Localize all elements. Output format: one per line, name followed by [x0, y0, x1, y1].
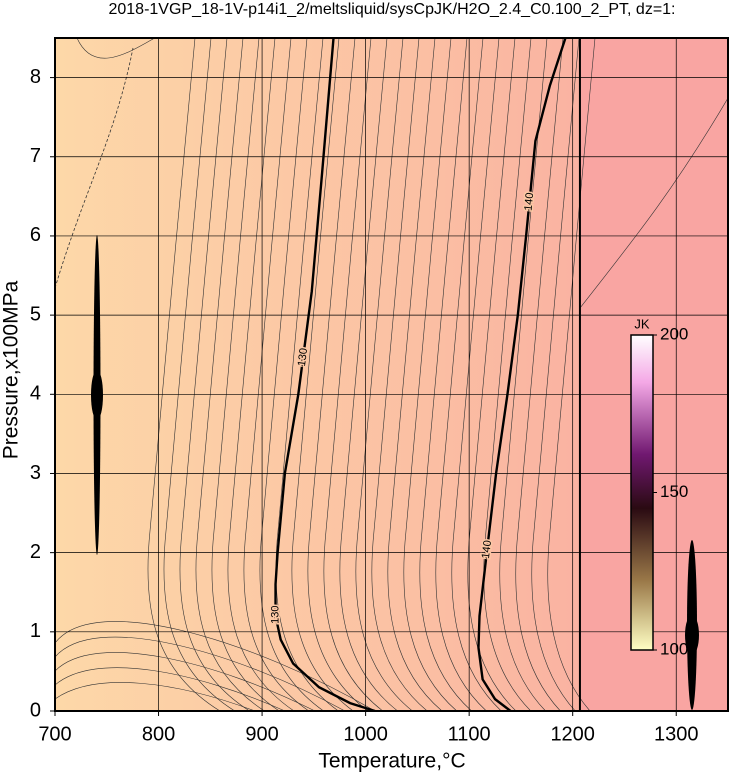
y-tick-label: 0 — [30, 699, 41, 721]
y-tick-label: 2 — [30, 541, 41, 563]
contour-line-thin — [403, 38, 457, 711]
contour-line-thin — [371, 38, 428, 711]
contour-line-thin — [339, 38, 398, 711]
contour-line-thin — [435, 38, 487, 711]
contour-line — [274, 38, 376, 711]
contour-line-thin — [55, 621, 376, 711]
contour-line-thin — [163, 38, 235, 711]
contour-line-thin — [275, 38, 339, 711]
x-tick-label: 1200 — [550, 723, 595, 745]
contour-label: 130 — [296, 347, 310, 367]
x-tick-label: 900 — [245, 723, 278, 745]
y-tick-label: 8 — [30, 66, 41, 88]
contour-line — [477, 38, 567, 711]
x-tick-label: 1000 — [343, 723, 388, 745]
y-tick-label: 7 — [30, 145, 41, 167]
contour-line-thin — [211, 38, 280, 711]
x-tick-label: 1300 — [654, 723, 699, 745]
colorbar-label: JK — [634, 316, 650, 331]
contour-line-thin — [307, 38, 369, 711]
contour-line-thin — [179, 38, 250, 711]
contour-label: 140 — [522, 192, 536, 211]
y-tick-label: 6 — [30, 224, 41, 246]
contour-line-thin — [243, 38, 309, 711]
contour-line-thin — [195, 38, 265, 711]
y-tick-label: 5 — [30, 303, 41, 325]
contour-line-thin — [355, 38, 413, 711]
contour-line-thin — [531, 38, 580, 711]
contour-line-thin — [147, 38, 221, 711]
marker-cluster — [685, 615, 699, 655]
contour-line-thin — [483, 38, 532, 711]
contour-line-thin — [76, 38, 156, 59]
contour-line-thin — [547, 38, 596, 711]
overlay: 700 800 900 1000 1100 1200 1300012345678JK1001… — [30, 37, 729, 745]
contour-label: 140 — [480, 540, 494, 560]
plot-area: 130 130 140 140 — [55, 38, 728, 711]
contour-line-thin — [291, 38, 354, 711]
colorbar — [630, 334, 654, 651]
contour-label: 130 — [269, 606, 281, 624]
x-tick-label: 700 — [38, 723, 71, 745]
contour-line-thin — [419, 38, 472, 711]
plot-frame — [54, 37, 729, 712]
contour-line-thin — [55, 667, 286, 711]
region — [579, 38, 728, 711]
y-tick-label: 3 — [30, 462, 41, 484]
contour-line-thin — [55, 47, 134, 289]
contour-line-thin — [323, 38, 383, 711]
colorbar-tick-label: 100 — [660, 639, 688, 658]
contour-line-thin — [259, 38, 324, 711]
contour-line-thin — [579, 97, 728, 309]
x-tick-label: 1100 — [448, 723, 491, 745]
colorbar-tick-label: 200 — [660, 324, 688, 343]
chart-title: 2018-1VGP_18-1V-p14i1_2/meltsliquid/sysC… — [108, 1, 675, 18]
x-axis-label: Temperature,°C — [318, 750, 465, 773]
colorbar-tick-label: 150 — [660, 482, 688, 501]
contour-line-thin — [515, 38, 564, 711]
y-axis-label: Pressure,x100MPa — [0, 280, 23, 459]
contour-line-thin — [451, 38, 502, 711]
marker-cluster — [91, 370, 103, 420]
contour-line-thin — [55, 636, 346, 711]
contour-line-thin — [55, 682, 256, 711]
contour-line-thin — [387, 38, 443, 711]
x-tick-label: 800 — [142, 723, 175, 745]
y-tick-label: 4 — [30, 383, 41, 405]
y-tick-label: 1 — [30, 620, 41, 642]
contour-line-thin — [499, 38, 548, 711]
